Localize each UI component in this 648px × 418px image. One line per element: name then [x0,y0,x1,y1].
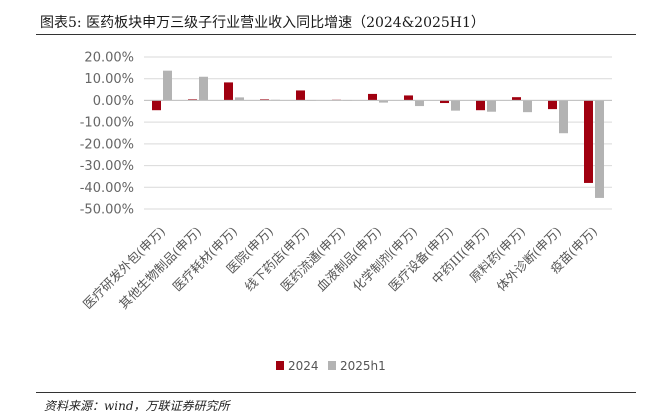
bar-2024 [224,82,233,101]
y-tick-label: -50.00% [80,203,134,218]
bar-2025h1 [559,100,568,134]
legend-label: 2025h1 [340,359,386,373]
y-tick-label: 0.00% [93,94,134,109]
bar-2025h1 [415,100,424,107]
chart-title: 图表5: 医药板块申万三级子行业营业收入同比增速（2024&2025H1） [40,15,485,31]
title-divider [36,34,636,35]
bar-2025h1 [199,76,208,101]
legend-swatch [276,361,284,370]
bar-2024 [296,90,305,101]
bar-2024 [152,100,161,111]
bar-2024 [476,100,485,111]
bar-2024 [188,99,197,101]
footer-divider [36,392,636,393]
y-tick-label: -20.00% [80,137,134,152]
y-tick-label: -30.00% [80,159,134,174]
bar-2025h1 [235,97,244,101]
bar-2025h1 [595,100,604,198]
chart-title-bar: 图表5: 医药板块申万三级子行业营业收入同比增速（2024&2025H1） [36,8,636,34]
bar-2024 [260,99,269,101]
y-tick-label: -10.00% [80,116,134,131]
bar-2025h1 [487,100,496,112]
y-tick-label: -40.00% [80,181,134,196]
bar-2024 [368,93,377,101]
bar-2024 [440,100,449,104]
bar-2024 [512,97,521,101]
x-axis-categories: 医疗研发外包(申万)其他生物制品(申万)医疗耗材(申万)医院(申万)线下药店(申… [80,224,600,312]
y-tick-label: 10.00% [84,72,134,87]
legend: 2024 2025h1 [276,359,386,373]
bar-2025h1 [523,100,532,113]
gridlines [144,56,612,210]
bar-2024 [404,95,413,101]
y-axis-ticks: 20.00% 10.00% 0.00% -10.00% -20.00% -30.00% -4… [80,51,134,218]
source-note: 资料来源：wind，万联证券研究所 [44,399,230,413]
bar-2025h1 [379,100,388,103]
bar-2024 [548,100,557,110]
bar-2025h1 [163,70,172,101]
bar-2024 [584,100,593,183]
legend-swatch [328,361,336,370]
bar-2025h1 [451,100,460,111]
legend-label: 2024 [288,359,319,373]
bars [152,70,604,198]
y-tick-label: 20.00% [84,51,134,66]
bar-chart: 20.00% 10.00% 0.00% -10.00% -20.00% -30.00% -4… [80,51,612,373]
